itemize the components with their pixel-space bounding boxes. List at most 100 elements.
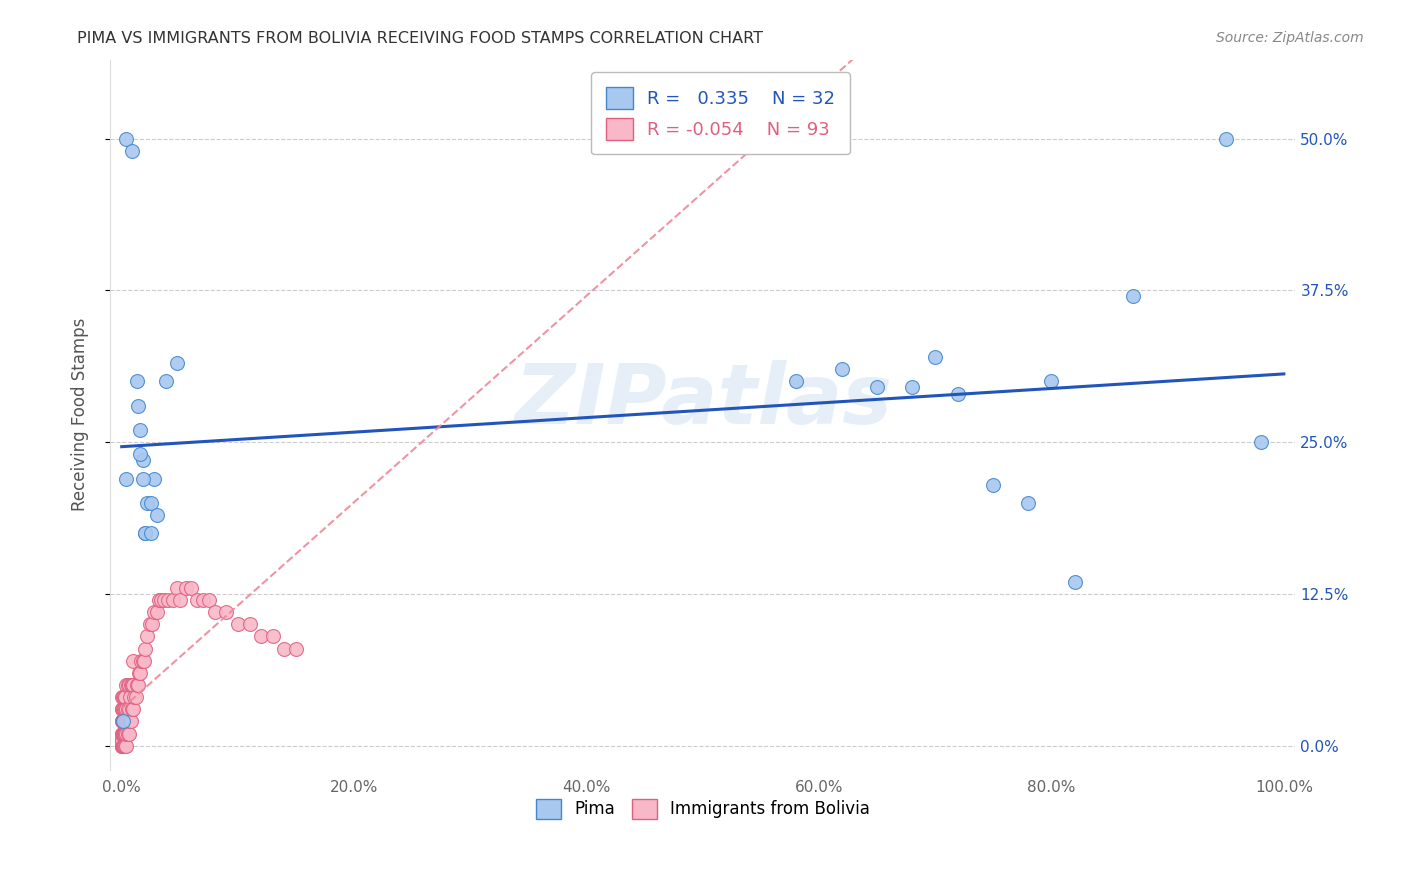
Point (115, 726, 138, 740)
Point (262, 629, 284, 643)
Point (111, 732, 134, 747)
Point (145, 605, 167, 619)
Point (204, 605, 226, 619)
Point (114, 702, 136, 716)
Point (111, 726, 134, 740)
Point (111, 739, 134, 753)
Point (948, 386, 970, 401)
Point (114, 726, 136, 740)
Point (111, 739, 134, 753)
Point (1040, 375, 1063, 389)
Point (141, 617, 163, 632)
Point (115, 714, 138, 729)
Point (1250, 435, 1272, 450)
Point (122, 678, 145, 692)
Point (131, 471, 153, 485)
Point (191, 593, 214, 607)
Point (121, 678, 143, 692)
Point (134, 641, 156, 656)
Point (120, 678, 142, 692)
Point (115, 739, 138, 753)
Point (134, 526, 156, 541)
Point (131, 654, 153, 668)
Point (215, 605, 238, 619)
Point (115, 702, 138, 716)
Point (118, 690, 141, 705)
Point (111, 739, 134, 753)
Point (127, 399, 149, 413)
Point (831, 362, 853, 376)
Point (125, 375, 148, 389)
Point (111, 726, 134, 740)
Point (111, 739, 134, 753)
Point (129, 423, 152, 437)
Point (121, 702, 143, 716)
Point (118, 714, 141, 729)
Point (112, 726, 135, 740)
Point (127, 678, 149, 692)
Point (112, 726, 135, 740)
Point (111, 739, 134, 753)
Point (143, 605, 166, 619)
Point (162, 593, 184, 607)
Point (115, 471, 138, 485)
Point (124, 690, 146, 705)
Point (180, 581, 202, 595)
Legend: Pima, Immigrants from Bolivia: Pima, Immigrants from Bolivia (529, 792, 876, 826)
Point (131, 453, 153, 467)
Point (785, 375, 807, 389)
Point (118, 702, 141, 716)
Point (139, 496, 162, 510)
Point (143, 471, 166, 485)
Point (238, 617, 260, 632)
Point (111, 690, 134, 705)
Point (901, 380, 924, 394)
Point (111, 714, 134, 729)
Text: Source: ZipAtlas.com: Source: ZipAtlas.com (1216, 31, 1364, 45)
Point (273, 641, 295, 656)
Point (114, 690, 136, 705)
Point (250, 629, 273, 643)
Point (145, 508, 167, 522)
Point (136, 496, 159, 510)
Point (150, 593, 173, 607)
Point (111, 690, 134, 705)
Point (166, 581, 188, 595)
Y-axis label: Receiving Food Stamps: Receiving Food Stamps (72, 318, 89, 511)
Point (114, 726, 136, 740)
Point (1017, 496, 1039, 510)
Point (132, 654, 155, 668)
Point (174, 581, 197, 595)
Text: ZIPatlas: ZIPatlas (513, 360, 891, 441)
Point (117, 726, 139, 740)
Point (924, 350, 946, 364)
Point (111, 726, 134, 740)
Point (122, 702, 145, 716)
Point (111, 739, 134, 753)
Point (186, 593, 208, 607)
Point (122, 654, 145, 668)
Point (112, 690, 135, 705)
Point (128, 665, 150, 680)
Point (111, 714, 134, 729)
Point (1122, 289, 1144, 303)
Point (115, 131, 138, 145)
Point (139, 526, 162, 541)
Point (111, 739, 134, 753)
Point (111, 732, 134, 747)
Point (120, 714, 142, 729)
Point (157, 593, 180, 607)
Point (114, 739, 136, 753)
Point (129, 447, 152, 461)
Point (1215, 131, 1237, 145)
Point (112, 739, 135, 753)
Point (111, 702, 134, 716)
Point (117, 678, 139, 692)
Point (131, 654, 153, 668)
Point (981, 477, 1004, 491)
Point (111, 714, 134, 729)
Point (111, 726, 134, 740)
Point (1063, 574, 1085, 589)
Point (124, 690, 146, 705)
Point (111, 702, 134, 716)
